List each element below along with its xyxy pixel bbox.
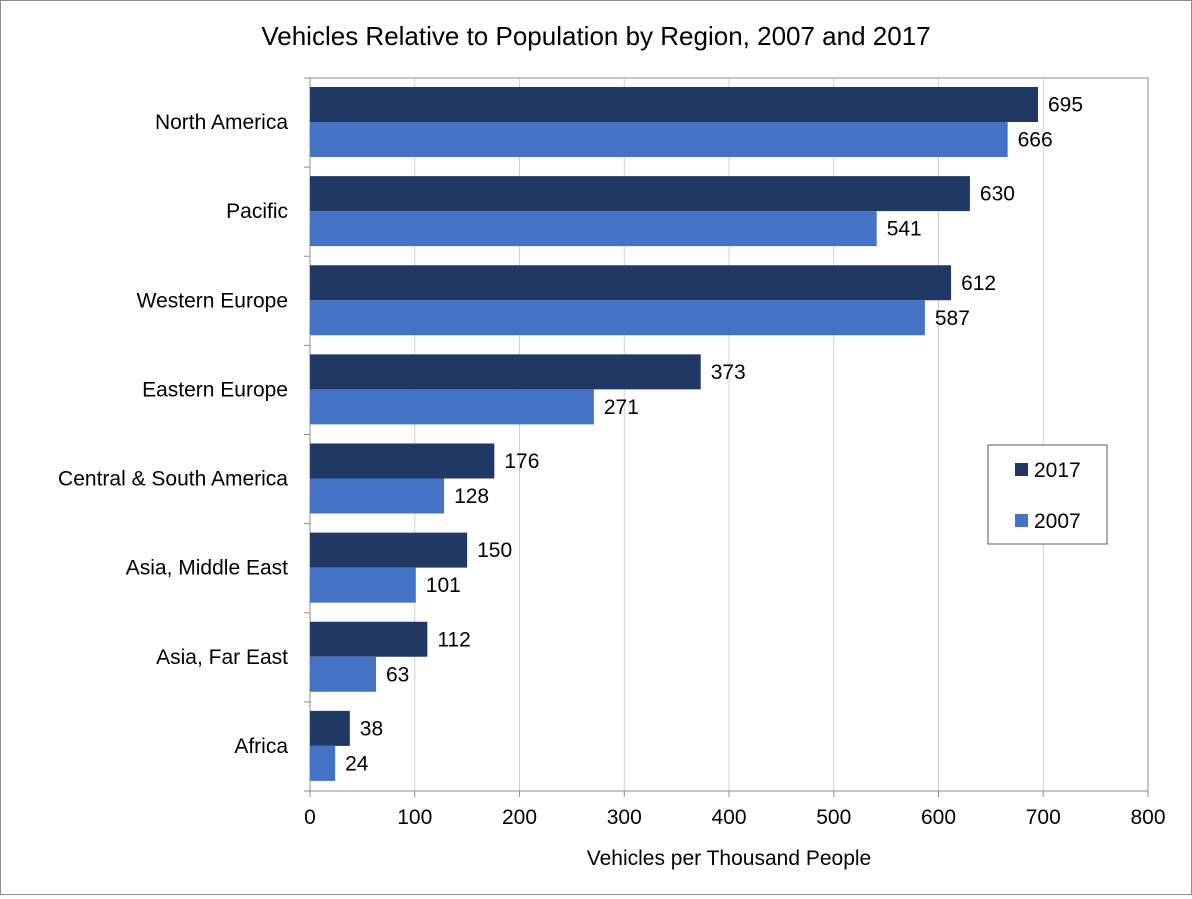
data-label: 112 xyxy=(437,628,470,651)
data-label: 541 xyxy=(887,218,922,241)
bar-2007 xyxy=(310,745,336,781)
data-label: 630 xyxy=(980,183,1015,206)
x-tick-label: 800 xyxy=(1130,806,1165,829)
legend-label: 2017 xyxy=(1034,459,1081,482)
category-label: Western Europe xyxy=(137,289,288,312)
x-tick-label: 400 xyxy=(711,806,746,829)
data-label: 24 xyxy=(345,752,369,775)
category-label: Eastern Europe xyxy=(142,378,288,401)
data-label: 101 xyxy=(426,574,461,597)
y-axis-labels: North America Pacific Western Europe Easter… xyxy=(58,111,288,758)
x-axis-ticks: 0 100 200 300 400 500 600 700 800 xyxy=(304,77,1166,829)
bar-2017 xyxy=(310,87,1039,122)
category-label: Asia, Far East xyxy=(156,646,288,669)
bar-2017 xyxy=(310,621,428,657)
x-tick-label: 700 xyxy=(1026,806,1061,829)
bars: 695 666 630 541 612 587 373 271 176 128 150 101 112 6… xyxy=(310,87,1083,781)
bar-2007 xyxy=(310,300,925,336)
data-label: 128 xyxy=(454,485,489,508)
legend-swatch xyxy=(1015,463,1028,476)
category-label: Central & South America xyxy=(58,468,288,491)
data-label: 695 xyxy=(1048,94,1083,117)
x-tick-label: 0 xyxy=(304,806,316,829)
data-label: 38 xyxy=(360,717,383,740)
data-label: 612 xyxy=(961,272,996,295)
x-axis-label: Vehicles per Thousand People xyxy=(587,847,871,870)
category-label: Asia, Middle East xyxy=(126,557,288,580)
data-label: 176 xyxy=(504,450,539,473)
data-label: 666 xyxy=(1018,129,1053,152)
data-label: 271 xyxy=(604,396,639,419)
bar-2017 xyxy=(310,710,350,746)
legend-label: 2007 xyxy=(1034,510,1081,533)
bar-2007 xyxy=(310,567,416,603)
bar-2007 xyxy=(310,389,594,425)
bar-2007 xyxy=(310,122,1008,157)
chart-title: Vehicles Relative to Population by Regio… xyxy=(261,21,930,51)
data-label: 150 xyxy=(477,539,512,562)
bar-2007 xyxy=(310,211,877,247)
data-label: 373 xyxy=(711,361,746,384)
bar-2007 xyxy=(310,656,376,692)
x-tick-label: 300 xyxy=(607,806,642,829)
x-tick-label: 200 xyxy=(502,806,537,829)
data-label: 587 xyxy=(935,307,970,330)
bar-2017 xyxy=(310,532,468,568)
category-label: Pacific xyxy=(226,200,288,223)
category-label: Africa xyxy=(234,735,288,758)
legend-swatch xyxy=(1015,514,1028,527)
category-label: North America xyxy=(155,111,288,134)
data-label: 63 xyxy=(386,663,409,686)
bar-2017 xyxy=(310,265,952,301)
legend-box xyxy=(987,444,1108,545)
bar-2017 xyxy=(310,176,970,212)
x-tick-label: 500 xyxy=(816,806,851,829)
bar-2007 xyxy=(310,478,445,514)
x-tick-label: 100 xyxy=(397,806,432,829)
bar-2017 xyxy=(310,354,701,390)
x-tick-label: 600 xyxy=(921,806,956,829)
bar-2017 xyxy=(310,443,495,479)
legend: 2017 2007 xyxy=(987,444,1108,545)
